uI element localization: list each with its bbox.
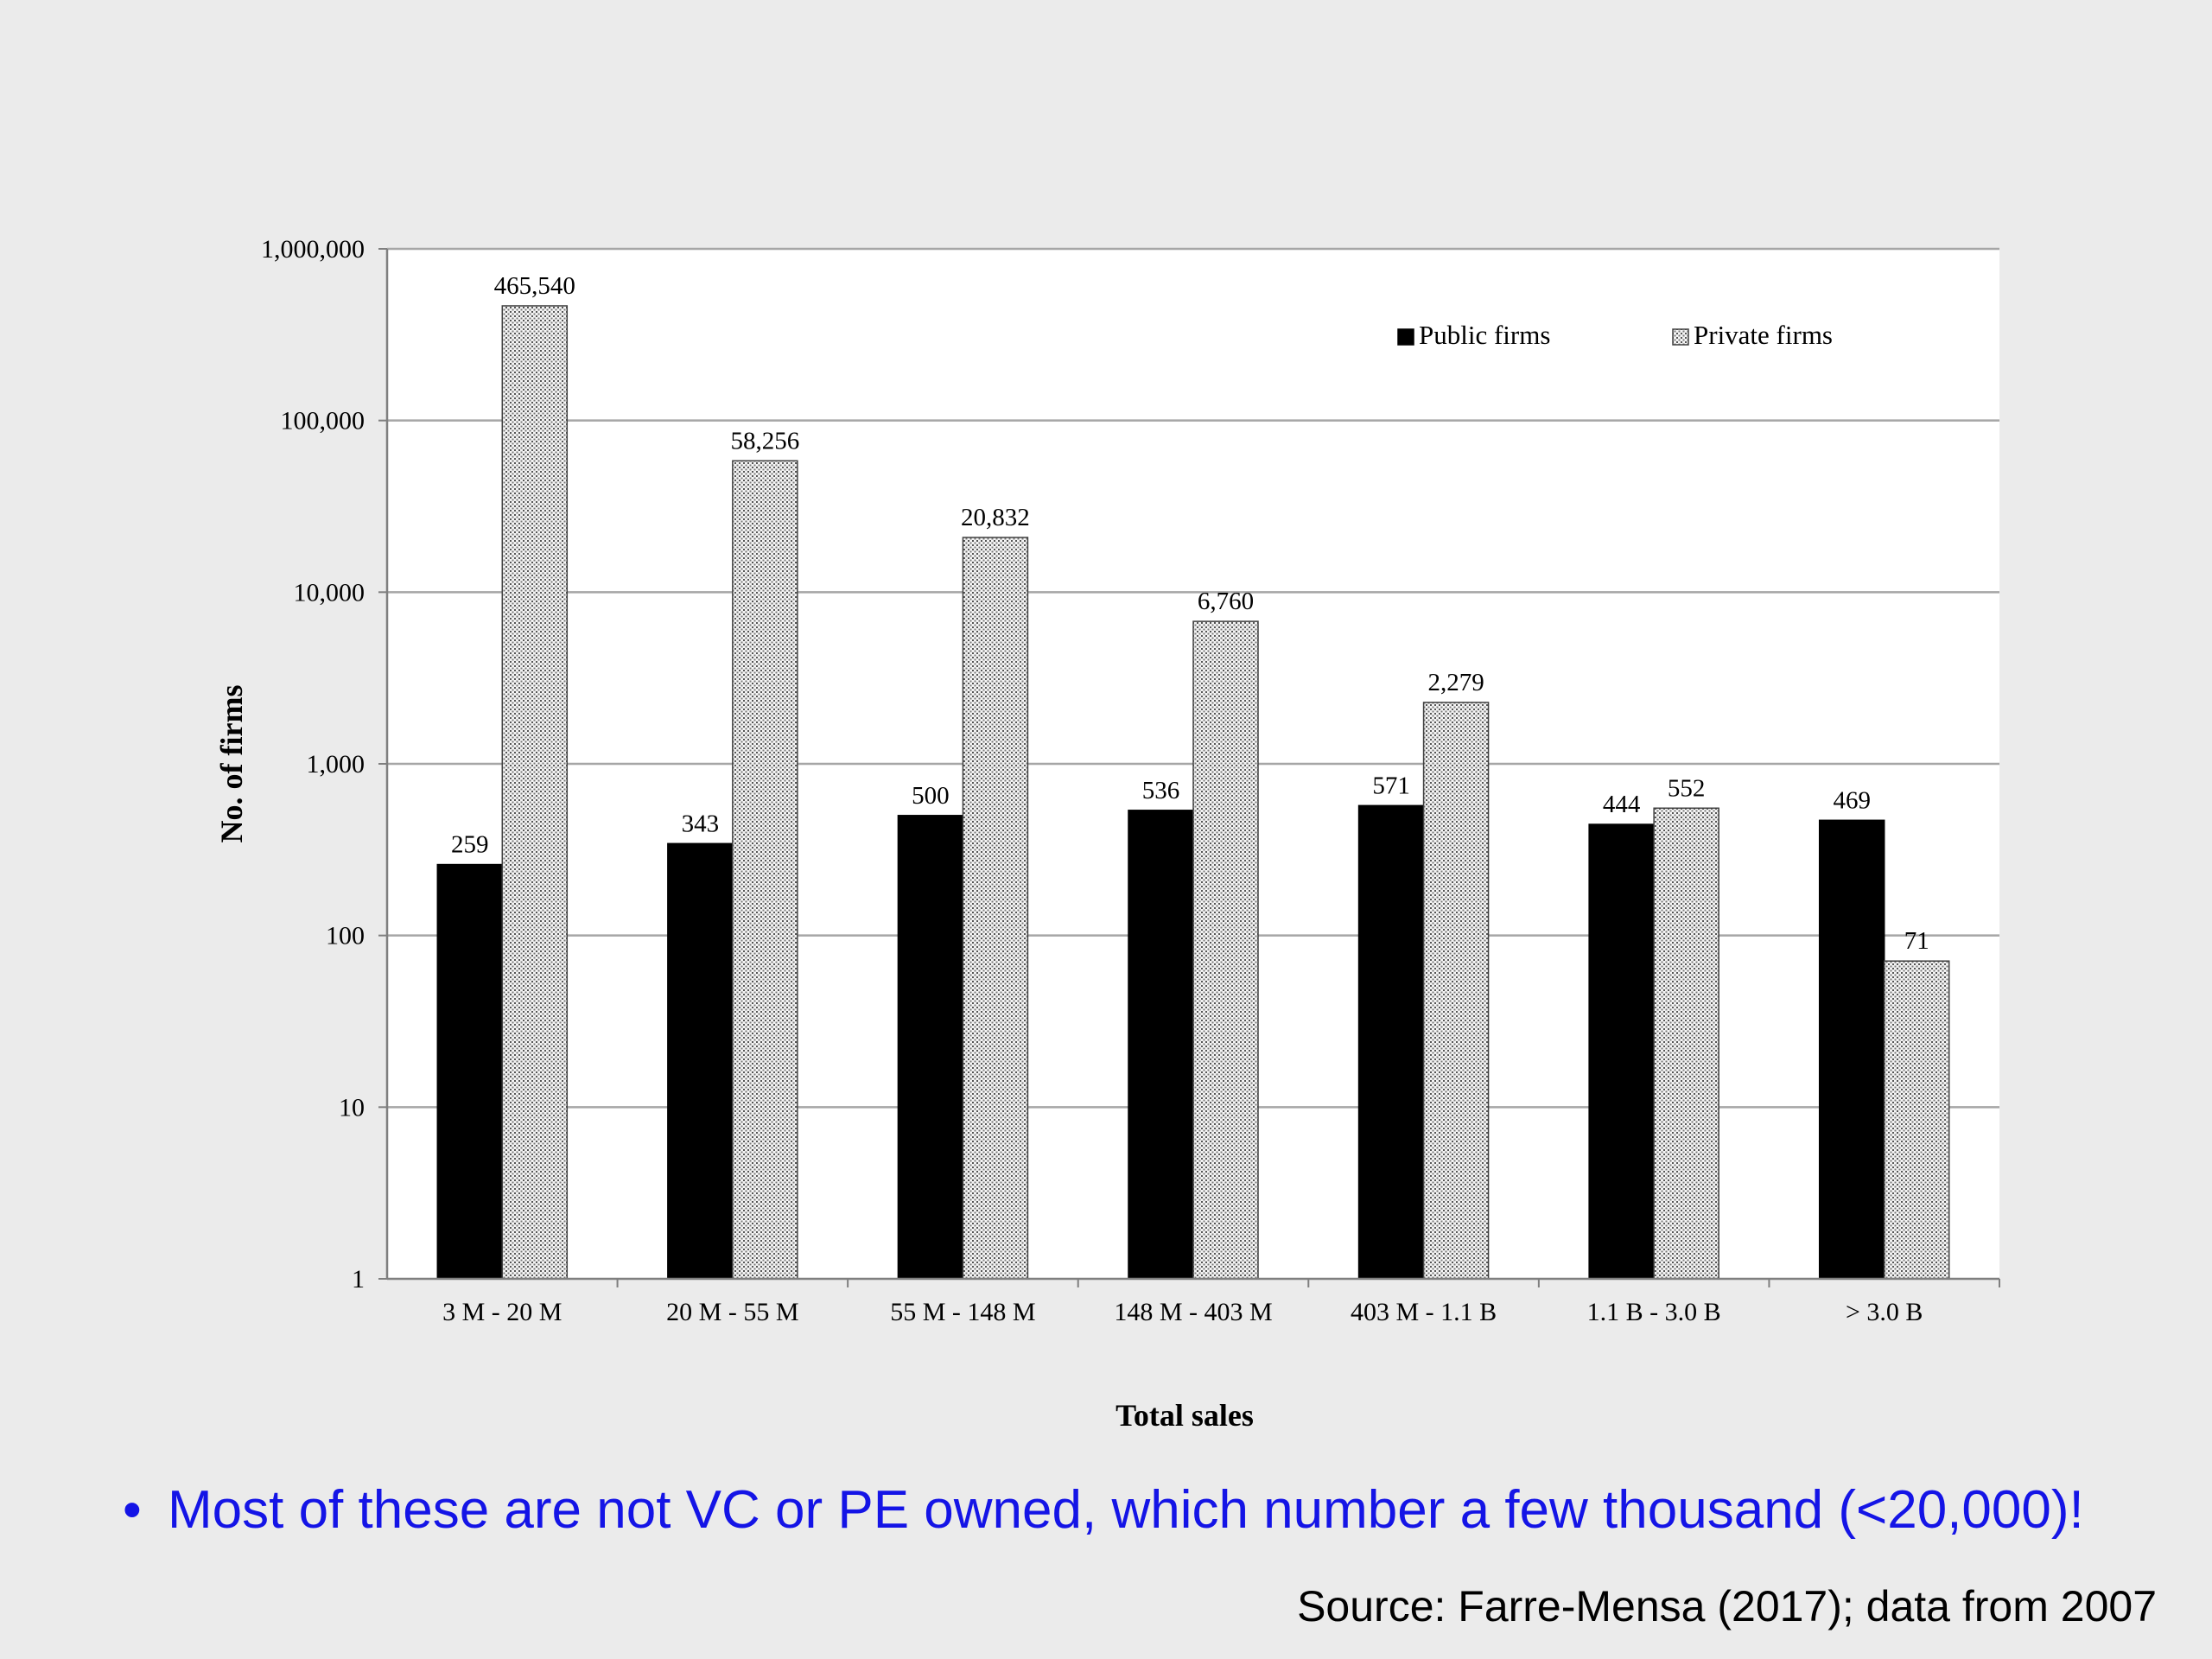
bar-private xyxy=(501,305,569,1280)
x-tick-label: > 3.0 B xyxy=(1846,1298,1923,1326)
data-label: 536 xyxy=(1142,777,1180,804)
y-tick-label: 1,000,000 xyxy=(261,235,365,264)
labels: 1 10 100 1,000 10,000 100,000 1,000,000 3 M - 2… xyxy=(214,235,1929,1433)
legend-swatch-private xyxy=(1672,328,1689,346)
data-label: 259 xyxy=(451,831,489,859)
axes xyxy=(378,248,2000,1287)
bar-public xyxy=(436,863,504,1280)
data-label: 500 xyxy=(912,782,950,810)
y-tick-label: 100,000 xyxy=(281,407,365,435)
bar-public xyxy=(897,815,964,1280)
x-tick-label: 55 M - 148 M xyxy=(890,1298,1035,1326)
x-tick-label: 20 M - 55 M xyxy=(666,1298,798,1326)
x-tick-label: 403 M - 1.1 B xyxy=(1351,1298,1497,1326)
bar-private xyxy=(1422,702,1490,1280)
x-tick-label: 3 M - 20 M xyxy=(442,1298,562,1326)
bar-private xyxy=(1883,960,1950,1280)
data-label: 2,279 xyxy=(1427,669,1484,696)
data-label: 444 xyxy=(1603,791,1641,818)
legend: Public firms Private firms xyxy=(1397,320,1833,350)
bar-private xyxy=(1192,620,1259,1280)
y-tick-label: 10 xyxy=(339,1093,365,1122)
data-label: 552 xyxy=(1668,774,1706,802)
x-tick-label: 1.1 B - 3.0 B xyxy=(1587,1298,1721,1326)
data-label: 58,256 xyxy=(730,427,799,454)
bar-public xyxy=(667,842,734,1280)
data-label: 571 xyxy=(1372,772,1410,799)
bullet-point: • Most of these are not VC or PE owned, w… xyxy=(123,1479,2196,1541)
bullet-text: Most of these are not VC or PE owned, wh… xyxy=(168,1480,2084,1540)
y-axis-title: No. of firms xyxy=(214,685,249,843)
source-note: Source: Farre-Mensa (2017); data from 20… xyxy=(1297,1582,2157,1630)
bar-chart: 1 10 100 1,000 10,000 100,000 1,000,000 3 M - 2… xyxy=(214,235,2000,1433)
y-tick-label: 100 xyxy=(326,922,365,950)
y-tick-label: 1 xyxy=(352,1265,365,1294)
bullet-symbol: • xyxy=(123,1480,142,1540)
data-label: 343 xyxy=(682,810,720,837)
x-tick-label: 148 M - 403 M xyxy=(1114,1298,1272,1326)
data-label: 71 xyxy=(1904,927,1929,955)
bar-private xyxy=(962,537,1029,1280)
bar-public xyxy=(1588,823,1655,1280)
y-tick-label: 10,000 xyxy=(294,578,365,607)
bar-public xyxy=(1128,810,1194,1280)
data-label: 465,540 xyxy=(494,272,575,300)
bar-private xyxy=(1653,807,1719,1280)
legend-swatch-public xyxy=(1397,328,1414,346)
data-label: 469 xyxy=(1833,786,1871,814)
bar-public xyxy=(1818,819,1885,1280)
bars xyxy=(436,305,1950,1280)
legend-label-private: Private firms xyxy=(1694,320,1833,350)
x-axis-title: Total sales xyxy=(1116,1398,1254,1433)
data-label: 20,832 xyxy=(961,504,1030,531)
bar-public xyxy=(1357,804,1425,1280)
data-label: 6,760 xyxy=(1198,588,1254,615)
legend-label-public: Public firms xyxy=(1419,320,1550,350)
bar-private xyxy=(732,460,798,1280)
y-tick-label: 1,000 xyxy=(307,750,365,779)
